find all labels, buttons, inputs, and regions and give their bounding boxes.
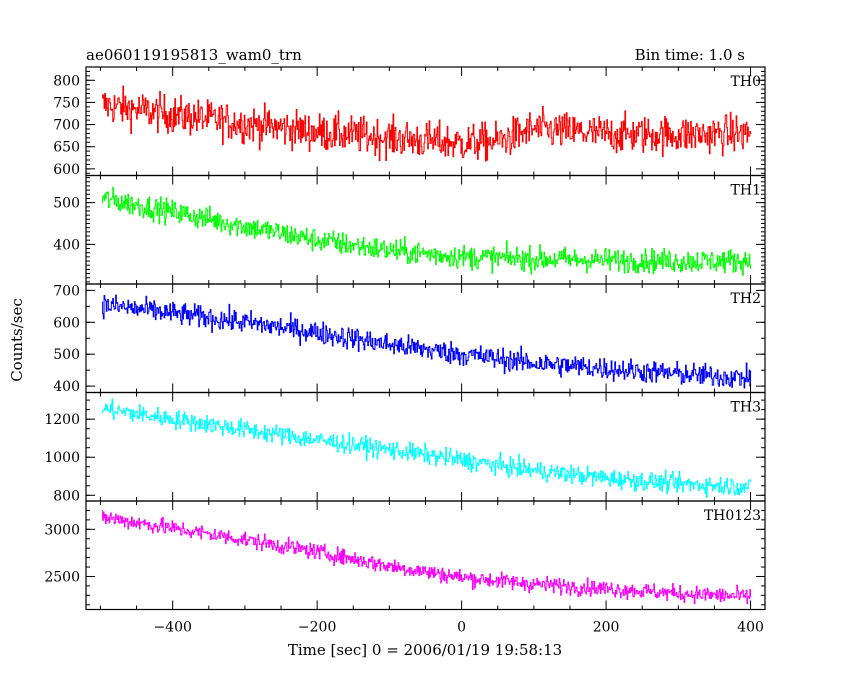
panel-label-th3: TH3 (731, 400, 761, 416)
y-tick-label: 600 (53, 315, 80, 331)
bin-time-label: Bin time: 1.0 s (635, 46, 745, 64)
y-tick-label: 650 (53, 140, 80, 156)
y-tick-label: 750 (53, 95, 80, 111)
y-tick-label: 2500 (44, 569, 80, 585)
y-tick-label: 400 (53, 379, 80, 395)
panel-label-th0123: TH0123 (704, 508, 761, 524)
series-th3-line (101, 398, 752, 499)
x-tick-label: −400 (153, 620, 191, 636)
y-tick-label: 800 (53, 488, 80, 504)
panels-group: TH0 600 650 700 750 800 TH1 400 500 TH2 400 500 600 7… (44, 66, 766, 636)
panel-label-th1: TH1 (731, 183, 761, 199)
x-tick-label: 200 (593, 620, 620, 636)
y-tick-label: 400 (53, 237, 80, 253)
y-tick-label: 700 (53, 118, 80, 134)
x-tick-label: −200 (298, 620, 336, 636)
x-tick-label: 400 (737, 620, 764, 636)
y-tick-label: 1000 (44, 450, 80, 466)
y-tick-label: 500 (53, 347, 80, 363)
panel-label-th2: TH2 (731, 291, 761, 307)
y-tick-label: 500 (53, 196, 80, 212)
y-tick-label: 3000 (44, 522, 80, 538)
y-tick-label: 600 (53, 162, 80, 178)
series-th2-line (101, 294, 752, 389)
series-th0123-line (101, 510, 752, 605)
y-tick-label: 700 (53, 283, 80, 299)
y-tick-label: 800 (53, 73, 80, 89)
chart-title: ae060119195813_wam0_trn (86, 46, 302, 64)
x-axis-label: Time [sec] 0 = 2006/01/19 19:58:13 (288, 641, 562, 659)
y-axis-label: Counts/sec (8, 298, 26, 382)
y-tick-label: 1200 (44, 412, 80, 428)
x-tick-label: 0 (457, 620, 466, 636)
series-th0-line (101, 85, 752, 162)
panel-frame-th2 (85, 283, 766, 394)
panel-label-th0: TH0 (731, 74, 761, 90)
series-th1-line (101, 186, 752, 276)
